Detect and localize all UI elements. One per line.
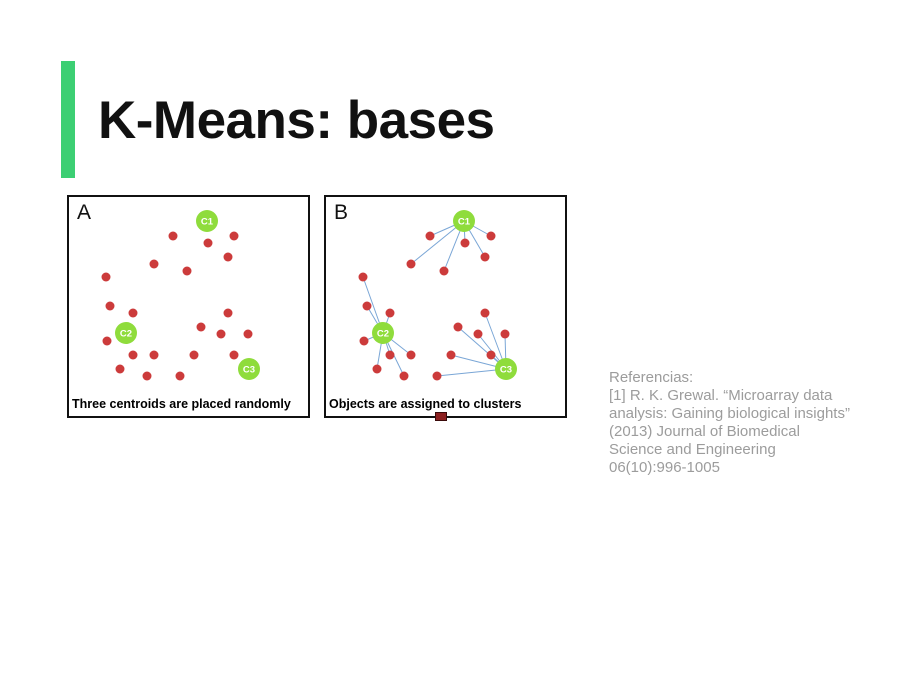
data-point: [500, 329, 510, 339]
data-point: [216, 329, 226, 339]
data-point: [102, 336, 112, 346]
data-point: [385, 308, 395, 318]
centroid-label: C1: [201, 217, 214, 228]
data-point: [480, 308, 490, 318]
assignment-link: [410, 220, 465, 265]
assignment-link: [436, 368, 507, 377]
data-point: [175, 371, 185, 381]
data-point: [399, 371, 409, 381]
reference-line: analysis: Gaining biological insights”: [609, 405, 850, 422]
centroid-marker: [453, 210, 475, 232]
data-point: [142, 371, 152, 381]
panel-a: C1 C2 C3 A Three centroids are placed rand…: [67, 195, 310, 418]
panel-b-plot: C1 C2 C3: [358, 210, 517, 381]
data-point: [406, 350, 416, 360]
slide-title: K-Means: bases: [98, 91, 495, 150]
data-point: [460, 238, 470, 248]
data-point: [223, 252, 233, 262]
data-point: [385, 350, 395, 360]
data-point: [105, 301, 115, 311]
references-block: Referencias: [1] R. K. Grewal. “Microarr…: [609, 369, 889, 477]
data-point: [359, 336, 369, 346]
centroid-c3: C3: [238, 358, 260, 380]
data-point: [229, 231, 239, 241]
panel-a-plot: C1 C2 C3: [101, 210, 260, 381]
centroid-c2: C2: [372, 322, 394, 344]
panel-b-caption: Objects are assigned to clusters: [329, 397, 522, 411]
data-point: [128, 308, 138, 318]
reference-line: [1] R. K. Grewal. “Microarray data: [609, 387, 833, 404]
reference-line: (2013) Journal of Biomedical: [609, 423, 800, 440]
title-accent-bar: [61, 61, 75, 178]
centroid-label: C1: [458, 217, 471, 228]
data-point: [182, 266, 192, 276]
data-point: [439, 266, 449, 276]
data-point: [480, 252, 490, 262]
data-point: [372, 364, 382, 374]
centroid-c2: C2: [115, 322, 137, 344]
data-point: [223, 308, 233, 318]
panel-a-letter: A: [77, 201, 92, 224]
data-point: [486, 231, 496, 241]
data-point: [196, 322, 206, 332]
data-point: [486, 350, 496, 360]
reference-line: 06(10):996-1005: [609, 459, 720, 476]
centroid-c1: C1: [453, 210, 475, 232]
centroid-label: C3: [243, 365, 255, 376]
data-point: [406, 259, 416, 269]
panel-b: C1 C2 C3 B Objects are assigned to cluster…: [324, 195, 567, 418]
reference-line: Science and Engineering: [609, 441, 776, 458]
data-point: [115, 364, 125, 374]
centroid-marker: [238, 358, 260, 380]
centroid-label: C2: [120, 329, 132, 340]
data-point: [243, 329, 253, 339]
data-point: [189, 350, 199, 360]
data-point: [432, 371, 442, 381]
centroid-c3: C3: [495, 358, 517, 380]
data-point: [446, 350, 456, 360]
centroid-marker: [372, 322, 394, 344]
data-point: [362, 301, 372, 311]
data-point: [453, 322, 463, 332]
centroid-marker: [196, 210, 218, 232]
centroid-label: C2: [377, 329, 389, 340]
data-point: [473, 329, 483, 339]
data-point: [425, 231, 435, 241]
references-heading: Referencias:: [609, 369, 694, 386]
data-point: [149, 350, 159, 360]
data-point: [128, 350, 138, 360]
slide-marker: [435, 412, 447, 421]
centroid-marker: [495, 358, 517, 380]
data-point: [358, 272, 368, 282]
data-point: [168, 231, 178, 241]
data-point: [229, 350, 239, 360]
data-point: [203, 238, 213, 248]
data-point: [101, 272, 111, 282]
centroid-c1: C1: [196, 210, 218, 232]
centroid-label: C3: [500, 365, 512, 376]
centroid-marker: [115, 322, 137, 344]
panel-a-caption: Three centroids are placed randomly: [72, 397, 291, 411]
panel-b-letter: B: [334, 201, 349, 224]
data-point: [149, 259, 159, 269]
